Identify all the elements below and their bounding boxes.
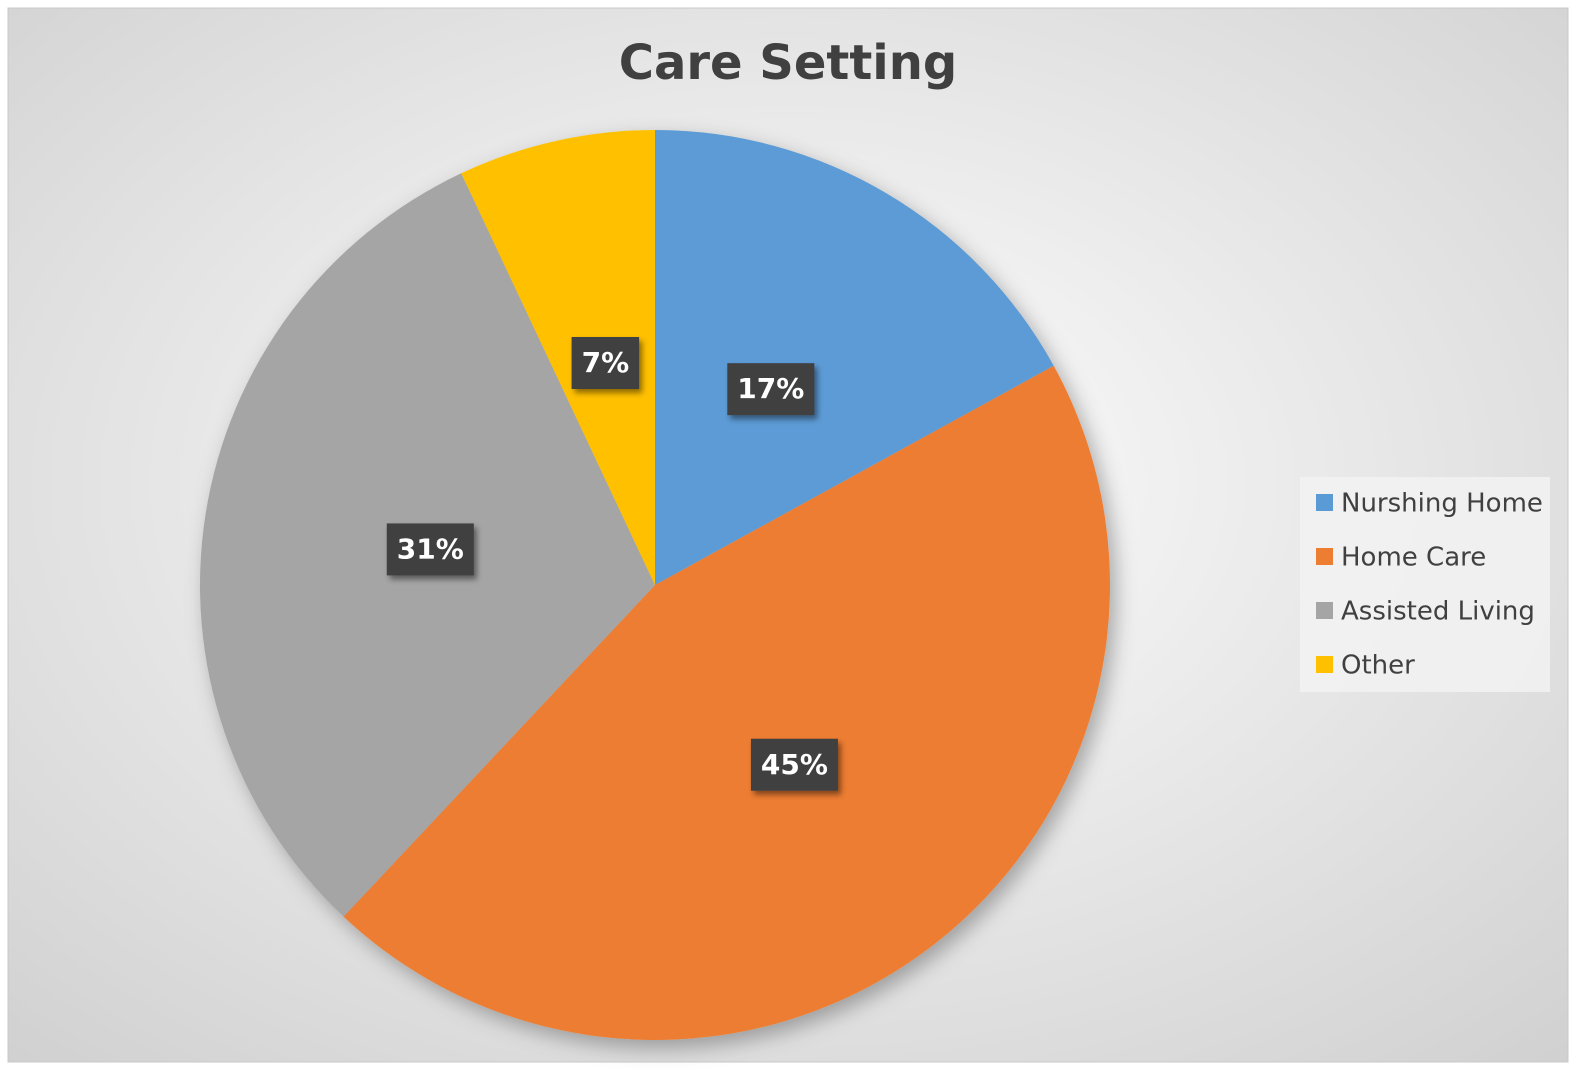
data-label-box [727,363,815,416]
legend-swatch [1316,602,1333,619]
legend-label: Home Care [1341,543,1486,573]
data-label: 17% [727,363,815,416]
legend-label: Nurshing Home [1341,489,1543,519]
data-label-box [571,336,640,389]
legend-label: Other [1341,651,1415,681]
data-label-box [386,523,474,576]
legend [1300,477,1550,692]
pie-slice [655,130,1054,585]
legend-swatch [1316,494,1333,511]
pie [199,130,1110,1041]
data-label-text: 31% [397,532,464,565]
data-label-text: 17% [737,372,804,405]
legend-label: Assisted Living [1341,597,1535,627]
data-label-text: 7% [582,346,630,379]
data-label: 7% [571,336,640,389]
data-label: 45% [750,738,838,791]
chart-title: Care Setting [619,35,958,91]
data-label-text: 45% [761,748,828,781]
legend-swatch [1316,656,1333,673]
data-label-box [750,738,838,791]
pie-slice [343,365,1110,1041]
data-label: 31% [386,523,474,576]
legend-swatch [1316,548,1333,565]
pie-slice [461,130,655,585]
